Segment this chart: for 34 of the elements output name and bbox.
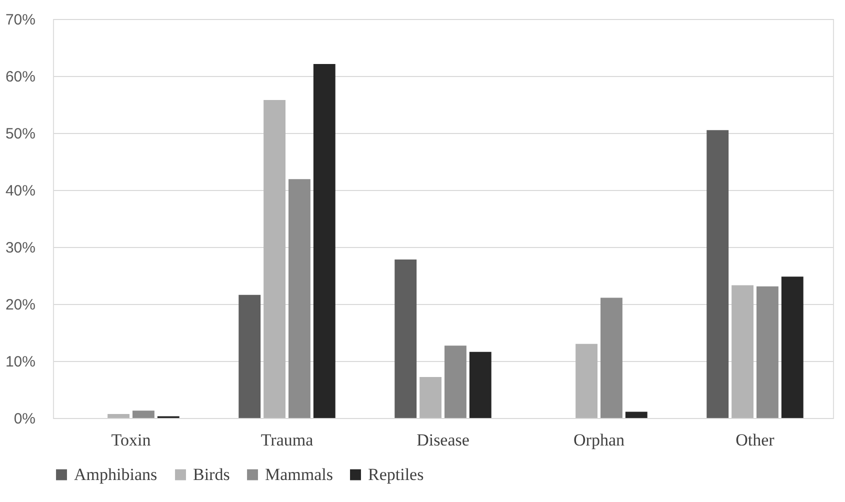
bar	[420, 376, 442, 418]
y-tick-label: 10%	[5, 354, 36, 370]
bar	[732, 285, 754, 418]
legend-label: Mammals	[265, 464, 333, 484]
y-tick-label: 60%	[5, 68, 36, 86]
y-tick-label: 70%	[5, 12, 36, 28]
bar	[132, 410, 154, 418]
legend-label: Birds	[193, 464, 230, 484]
y-tick-label: 0%	[14, 410, 36, 428]
bar	[600, 298, 622, 418]
bar	[756, 286, 778, 418]
x-tick-label: Trauma	[260, 430, 314, 450]
bar	[706, 130, 729, 418]
x-tick-label: Other	[736, 430, 775, 450]
bar	[625, 412, 648, 418]
x-tick-label: Orphan	[574, 430, 625, 450]
bar	[444, 346, 466, 418]
bar	[781, 276, 804, 418]
bar	[576, 344, 598, 418]
legend-label: Amphibians	[74, 464, 158, 484]
bar	[313, 64, 336, 418]
bar	[394, 260, 417, 418]
x-tick-label: Toxin	[111, 430, 152, 450]
bar	[264, 100, 286, 418]
bar	[238, 294, 261, 418]
y-tick-label: 40%	[5, 182, 36, 200]
legend-label: Reptiles	[368, 464, 424, 484]
bar	[288, 179, 310, 418]
y-tick-label: 30%	[5, 240, 36, 256]
y-tick-label: 20%	[5, 296, 36, 314]
bar	[469, 352, 492, 418]
bar	[108, 414, 130, 418]
y-tick-label: 50%	[5, 126, 36, 142]
x-tick-label: Disease	[416, 430, 470, 450]
